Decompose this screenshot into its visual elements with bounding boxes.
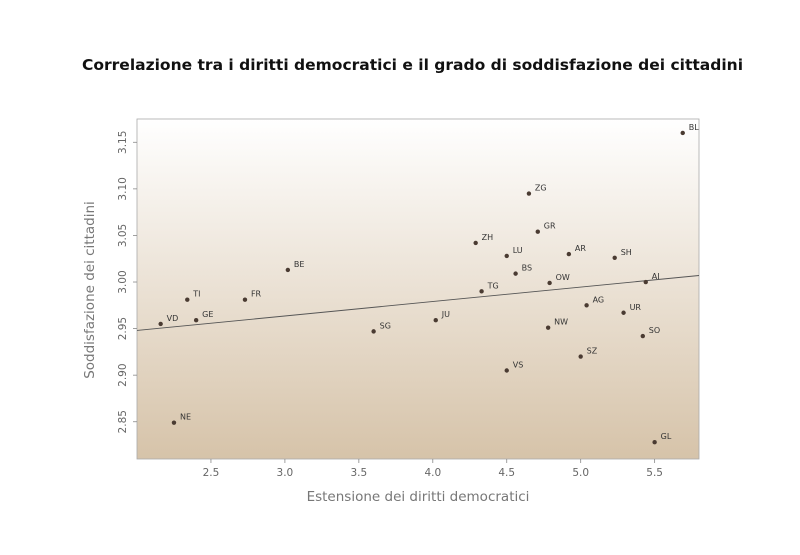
y-tick-label: 2.90 — [117, 363, 129, 386]
data-point — [578, 354, 583, 359]
data-point — [547, 280, 552, 286]
plot-area — [136, 118, 700, 460]
data-point — [513, 271, 518, 276]
data-point — [242, 297, 248, 302]
point-label: BE — [294, 260, 305, 269]
data-point — [371, 329, 376, 334]
y-axis: 2.85 2.90 2.95 3.00 3.05 3.10 3.15 — [117, 131, 137, 433]
y-tick-label: 3.10 — [117, 177, 129, 200]
data-point — [612, 255, 617, 260]
point-label: BL — [689, 123, 699, 132]
data-point — [680, 130, 685, 136]
point-label: NW — [554, 318, 568, 327]
point-label: SZ — [587, 347, 598, 356]
data-point — [566, 251, 572, 257]
x-axis-label: Estensione dei diritti democratici — [306, 489, 530, 505]
point-label: AI — [652, 272, 660, 281]
point-label: FR — [251, 290, 262, 299]
data-point — [584, 303, 589, 308]
data-point — [652, 440, 657, 445]
trendline — [136, 275, 700, 331]
data-point — [473, 240, 478, 246]
y-tick-label: 2.85 — [117, 410, 129, 433]
point-label: AR — [575, 244, 586, 253]
data-point — [621, 310, 626, 315]
data-point — [171, 420, 177, 425]
data-point — [285, 267, 291, 273]
point-label: AG — [593, 295, 605, 304]
data-point — [433, 318, 438, 323]
point-label: NE — [180, 413, 191, 422]
data-point — [643, 279, 648, 285]
point-label: BS — [522, 264, 532, 273]
point-label: JU — [441, 310, 450, 319]
point-label: VS — [513, 361, 524, 370]
y-tick-label: 3.05 — [117, 224, 129, 247]
points-group: BL ZG GR ZH LU AR SH BE BS OW AI TG TI FR AG UR JU GE VD NW… — [158, 123, 699, 445]
y-tick-label: 2.95 — [117, 317, 129, 340]
point-label: TG — [487, 281, 499, 290]
data-point — [193, 318, 199, 323]
point-label: SO — [649, 326, 660, 335]
point-label: SH — [621, 248, 632, 257]
point-label: GR — [544, 222, 556, 231]
point-label: OW — [556, 273, 570, 282]
chart-title: Correlazione tra i diritti democratici e… — [82, 56, 744, 74]
x-tick-label: 4.0 — [424, 467, 441, 479]
y-tick-label: 3.15 — [117, 131, 129, 154]
data-point — [185, 297, 190, 302]
x-tick-label: 2.5 — [203, 467, 220, 479]
point-label: TI — [192, 290, 200, 299]
point-label: SG — [380, 321, 391, 330]
point-label: VD — [167, 314, 179, 323]
point-label: ZH — [482, 233, 494, 242]
point-label: ZG — [535, 184, 547, 193]
point-label: GE — [202, 310, 213, 319]
data-point — [526, 191, 532, 196]
x-axis: 2.5 3.0 3.5 4.0 4.5 5.0 5.5 — [203, 459, 663, 479]
trendline-group — [136, 275, 700, 331]
point-label: GL — [661, 432, 672, 441]
point-label: LU — [513, 246, 523, 255]
y-tick-label: 3.00 — [117, 270, 129, 293]
x-tick-label: 3.5 — [350, 467, 367, 479]
data-point — [504, 368, 509, 373]
data-point — [640, 333, 645, 339]
data-point — [535, 229, 540, 234]
data-point — [158, 321, 163, 327]
data-point — [545, 325, 551, 330]
x-tick-label: 5.5 — [646, 467, 663, 479]
data-point — [504, 253, 509, 259]
x-tick-label: 3.0 — [277, 467, 294, 479]
point-label: UR — [630, 303, 642, 312]
x-tick-label: 4.5 — [498, 467, 515, 479]
x-tick-label: 5.0 — [572, 467, 589, 479]
data-point — [479, 289, 484, 294]
